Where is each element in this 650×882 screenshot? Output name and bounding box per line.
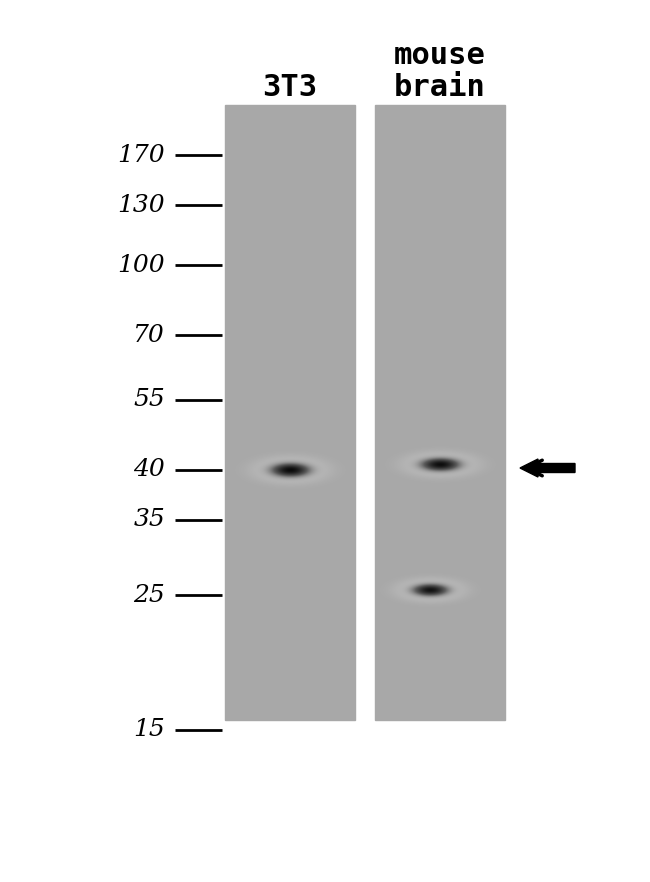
Text: brain: brain (394, 73, 486, 102)
Text: mouse: mouse (394, 41, 486, 70)
Bar (225, 105, 355, 720)
Text: 25: 25 (133, 584, 165, 607)
Text: 100: 100 (118, 253, 165, 276)
Text: 3T3: 3T3 (263, 73, 318, 102)
Text: 35: 35 (133, 509, 165, 532)
Text: 130: 130 (118, 193, 165, 216)
Text: 40: 40 (133, 459, 165, 482)
Text: 70: 70 (133, 324, 165, 347)
Text: 15: 15 (133, 719, 165, 742)
Text: 55: 55 (133, 388, 165, 412)
Text: 170: 170 (118, 144, 165, 167)
Bar (375, 105, 505, 720)
FancyArrow shape (520, 459, 575, 477)
